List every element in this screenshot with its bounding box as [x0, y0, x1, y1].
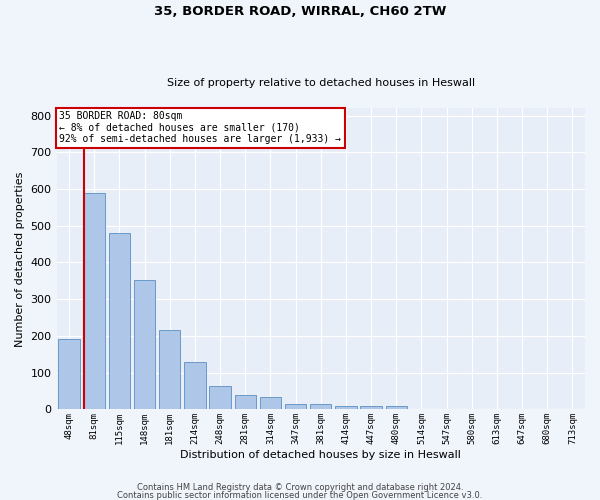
Text: Contains HM Land Registry data © Crown copyright and database right 2024.: Contains HM Land Registry data © Crown c… — [137, 484, 463, 492]
Bar — [285, 404, 307, 409]
Bar — [134, 280, 155, 409]
Bar — [361, 406, 382, 409]
Text: 35, BORDER ROAD, WIRRAL, CH60 2TW: 35, BORDER ROAD, WIRRAL, CH60 2TW — [154, 5, 446, 18]
Bar — [335, 406, 356, 409]
Bar — [109, 233, 130, 410]
Title: Size of property relative to detached houses in Heswall: Size of property relative to detached ho… — [167, 78, 475, 88]
Bar — [58, 338, 80, 409]
Bar — [83, 192, 105, 410]
Bar — [184, 362, 206, 410]
X-axis label: Distribution of detached houses by size in Heswall: Distribution of detached houses by size … — [181, 450, 461, 460]
Bar — [235, 394, 256, 409]
Bar — [209, 386, 231, 409]
Bar — [386, 406, 407, 409]
Bar — [260, 398, 281, 409]
Bar — [310, 404, 331, 409]
Text: Contains public sector information licensed under the Open Government Licence v3: Contains public sector information licen… — [118, 490, 482, 500]
Bar — [159, 330, 181, 409]
Text: 35 BORDER ROAD: 80sqm
← 8% of detached houses are smaller (170)
92% of semi-deta: 35 BORDER ROAD: 80sqm ← 8% of detached h… — [59, 111, 341, 144]
Y-axis label: Number of detached properties: Number of detached properties — [15, 171, 25, 346]
